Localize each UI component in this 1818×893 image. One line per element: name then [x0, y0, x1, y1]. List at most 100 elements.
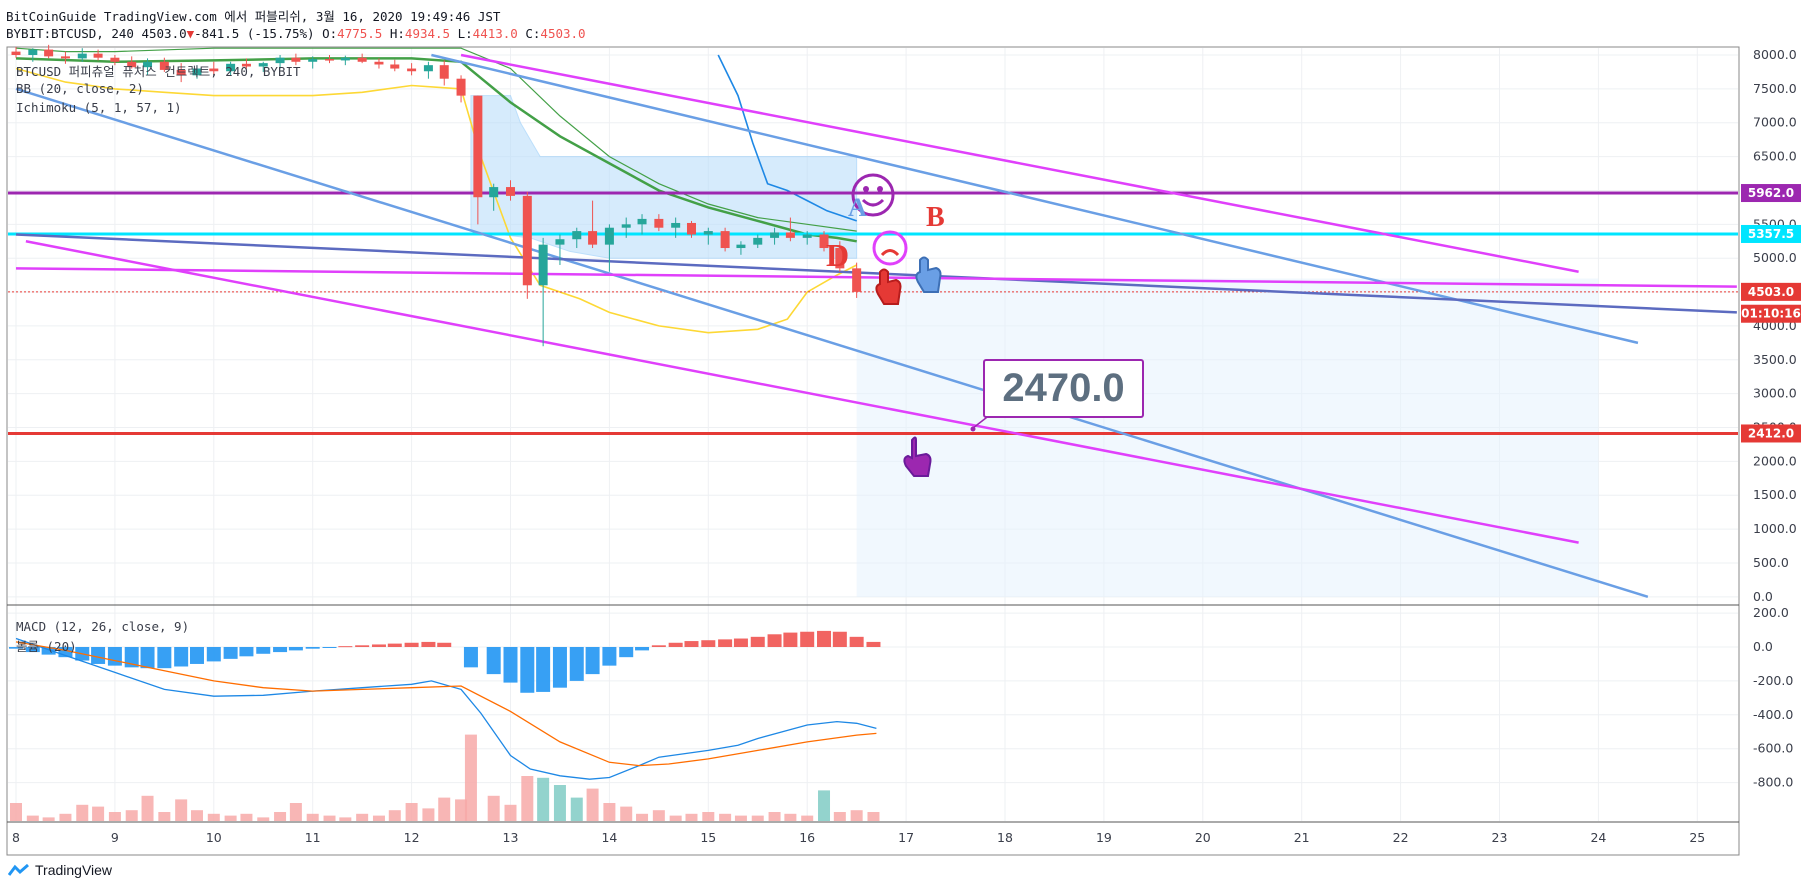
macd-histogram-bar	[651, 645, 666, 647]
candle-body	[686, 222, 696, 235]
legend-ichimoku[interactable]: Ichimoku (5, 1, 57, 1)	[16, 100, 182, 115]
candle-body	[572, 231, 582, 240]
chart-frame	[6, 46, 1740, 856]
volume-bar	[586, 788, 599, 821]
tag-5357-bg	[1741, 224, 1801, 243]
candle-body	[489, 187, 499, 198]
macd-histogram-bar	[223, 647, 238, 659]
open-value: 4775.5	[337, 26, 383, 41]
candle-body	[44, 49, 54, 57]
smiley-eye-icon	[863, 186, 869, 192]
letter-d-sticker: D	[826, 237, 849, 273]
smiley-eye-icon	[877, 186, 883, 192]
macd-histogram-bar	[463, 647, 478, 668]
volume-bar	[207, 813, 220, 821]
macd-histogram-bar	[783, 632, 798, 647]
macd-histogram-bar	[140, 647, 155, 669]
macd-tick-label: 200.0	[1753, 605, 1789, 620]
macd-histogram-bar	[684, 641, 699, 647]
legend-volume[interactable]: 볼륨 (20)	[16, 639, 77, 654]
price-callout[interactable]: 2470.0	[983, 359, 1144, 418]
smiley-mouth-icon	[861, 198, 885, 207]
volume-bar	[487, 795, 500, 821]
macd-histogram-bar	[619, 647, 634, 658]
price-tick-label: 2000.0	[1753, 453, 1797, 468]
legend-macd[interactable]: MACD (12, 26, close, 9)	[16, 619, 190, 634]
candle-body	[325, 59, 335, 61]
candle-body	[522, 195, 532, 286]
volume-bar	[818, 790, 831, 821]
time-axis[interactable]: 8 9 10 11 12 13 14 15 16 17 18 19 20 21 22 23 24 25	[12, 830, 1705, 845]
candle-body	[671, 222, 681, 228]
volume-bar	[719, 813, 732, 821]
macd-histogram-bar	[41, 647, 56, 655]
candle-body	[835, 248, 845, 269]
candle-body	[802, 234, 812, 238]
letter-a-sticker: A	[848, 193, 867, 222]
time-tick-label: 20	[1195, 830, 1211, 845]
price-tick-label: 1500.0	[1753, 487, 1797, 502]
price-tick-label: 3000.0	[1753, 386, 1797, 401]
trend-line	[15, 267, 1737, 288]
macd-histogram-bar	[701, 640, 716, 647]
volume-bar	[76, 804, 89, 821]
volume-bar	[158, 812, 171, 821]
volume-bar	[10, 803, 22, 821]
tag-2412: 2412.0	[1748, 426, 1794, 440]
volume-bar	[669, 815, 682, 821]
macd-tick-label: -600.0	[1753, 741, 1793, 756]
tag-countdown: 01:10:16	[1741, 307, 1801, 321]
macd-histogram-bar	[338, 646, 353, 648]
candle-body	[192, 68, 202, 76]
letter-b-sticker: B	[926, 202, 945, 233]
trend-line	[460, 53, 1579, 273]
volume-bar	[570, 797, 583, 821]
tag-5962: 5962.0	[1748, 186, 1794, 200]
macd-histogram-bar	[668, 642, 683, 647]
volume-bar	[636, 813, 649, 821]
volume-bar	[685, 813, 698, 821]
macd-histogram-bar	[718, 639, 733, 647]
volume-bar	[867, 812, 880, 821]
candle-body	[852, 268, 862, 292]
macd-histogram-bar	[486, 647, 501, 675]
tradingview-logo[interactable]: TradingView	[8, 862, 112, 878]
high-value: 4934.5	[404, 26, 451, 41]
volume-bar	[504, 804, 517, 821]
macd-tick-label: -200.0	[1753, 673, 1793, 688]
macd-histogram-bar	[58, 647, 73, 658]
tag-last-price: 4503.0	[1748, 285, 1794, 299]
high-label: H:	[389, 26, 405, 41]
brand-label: TradingView	[35, 862, 113, 878]
legend-bb[interactable]: BB (20, close, 2)	[16, 81, 144, 96]
volume-bar	[833, 812, 846, 821]
candle-body	[340, 57, 350, 61]
macd-histogram-bar	[585, 647, 600, 675]
macd-histogram-bar	[9, 647, 23, 649]
price-tick-label: 1000.0	[1753, 521, 1797, 536]
price-tags: 5962.0 5357.5 2412.0 4503.0 01:10:16	[1741, 184, 1801, 443]
volume-bar	[125, 810, 138, 821]
macd-histogram-bar	[520, 647, 535, 693]
horizontal-lines[interactable]	[8, 191, 1738, 435]
volume-bar	[274, 812, 287, 821]
macd-histogram-bar	[288, 647, 303, 651]
volume-bar	[224, 815, 237, 821]
trend-lines[interactable]	[15, 53, 1737, 599]
price-tick-label: 7500.0	[1753, 81, 1797, 96]
bb-lower-line	[15, 67, 858, 334]
legend-symbol[interactable]: BTCUSD 퍼피츄얼 퓨처스 컨트랙트, 240, BYBIT	[16, 64, 301, 79]
price-tick-label: 6500.0	[1753, 149, 1797, 164]
candle-body	[127, 61, 137, 68]
bb-upper-line	[15, 47, 857, 232]
candle-body	[720, 231, 730, 249]
candle-body	[555, 239, 565, 245]
volume-bar	[240, 813, 253, 821]
signal-line	[15, 641, 877, 767]
macd-histogram-bar	[817, 630, 832, 647]
low-value: 4413.0	[472, 26, 518, 41]
price-axis[interactable]: 8000.07500.07000.06500.06000.05500.05000…	[1753, 47, 1797, 790]
tradingview-icon	[8, 863, 29, 876]
volume-bar	[339, 817, 352, 821]
